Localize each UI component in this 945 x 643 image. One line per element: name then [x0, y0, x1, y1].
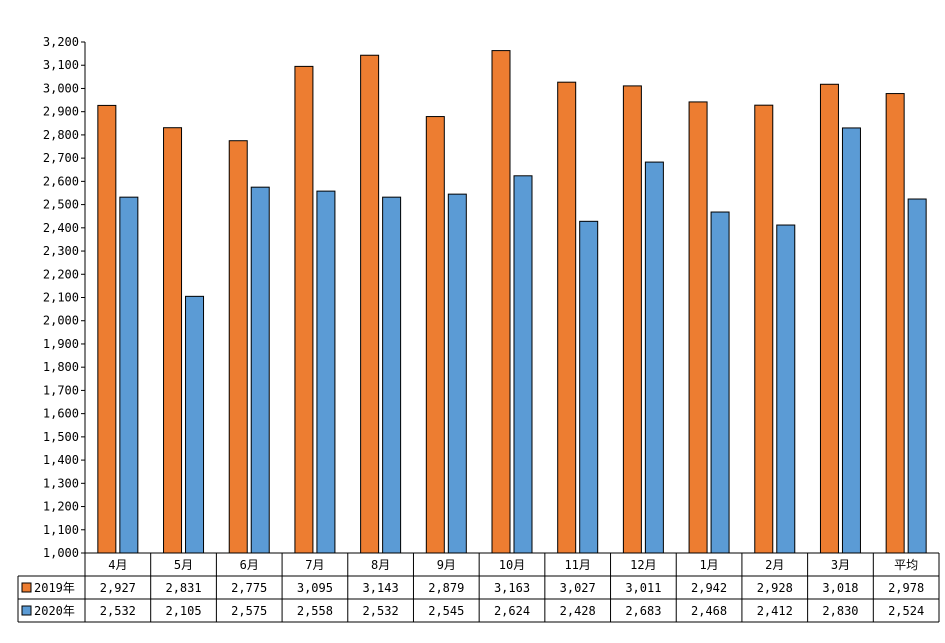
- x-tick-label: 平均: [894, 558, 918, 572]
- bar-series-1: [491, 50, 511, 554]
- bar-series-1: [294, 65, 314, 554]
- bar-series-2: [447, 193, 467, 554]
- y-tick-label: 2,900: [43, 105, 79, 119]
- data-label: 3,143: [363, 581, 399, 595]
- data-label: 2,775: [231, 581, 267, 595]
- y-tick-label: 1,500: [43, 430, 79, 444]
- bar-series-2: [644, 161, 664, 554]
- legend-key-icon: [21, 582, 32, 593]
- data-label: 2,928: [757, 581, 793, 595]
- bar-series-2: [185, 295, 205, 554]
- data-label: 3,163: [494, 581, 530, 595]
- y-tick-label: 2,100: [43, 291, 79, 305]
- y-axis: 1,000 1,100 1,200 1,300 1,400 1,500 1,600 1,700…: [43, 35, 86, 560]
- data-label: 2,830: [822, 604, 858, 618]
- x-tick-label: 10月: [499, 558, 525, 572]
- y-tick-label: 2,800: [43, 128, 79, 142]
- y-tick-label: 1,800: [43, 360, 79, 374]
- y-tick-label: 2,000: [43, 314, 79, 328]
- bar-series-1: [754, 104, 774, 554]
- bar-series-1: [425, 116, 445, 554]
- y-tick-label: 1,000: [43, 546, 79, 560]
- bar-series-2: [316, 190, 336, 554]
- data-label: 2,942: [691, 581, 727, 595]
- data-label: 2,978: [888, 581, 924, 595]
- data-label: 2,428: [560, 604, 596, 618]
- y-tick-label: 2,700: [43, 151, 79, 165]
- data-label: 2,879: [428, 581, 464, 595]
- y-tick-label: 2,400: [43, 221, 79, 235]
- data-label: 2,532: [100, 604, 136, 618]
- data-table: 4月 5月 6月 7月 8月 9月 10月 11月 12月 1月 2月 3月 平均 2019年 2,927 2…: [17, 552, 940, 623]
- bar-series-1: [885, 93, 905, 554]
- data-label: 2,412: [757, 604, 793, 618]
- data-label: 2,468: [691, 604, 727, 618]
- data-label: 2,532: [363, 604, 399, 618]
- data-label: 2,831: [165, 581, 201, 595]
- data-label: 2,927: [100, 581, 136, 595]
- bar-series-1: [557, 81, 577, 554]
- data-label: 3,027: [560, 581, 596, 595]
- x-tick-label: 11月: [564, 558, 590, 572]
- x-tick-label: 8月: [371, 558, 390, 572]
- bar-series-2: [250, 186, 270, 554]
- legend-label: 2020年: [34, 604, 75, 618]
- bar-series-2: [579, 220, 599, 554]
- x-tick-label: 12月: [630, 558, 656, 572]
- y-tick-label: 1,900: [43, 337, 79, 351]
- y-tick-label: 2,500: [43, 198, 79, 212]
- bar-series-1: [163, 127, 183, 554]
- x-tick-label: 5月: [174, 558, 193, 572]
- bars: [97, 50, 927, 554]
- data-label: 2,545: [428, 604, 464, 618]
- bar-series-1: [622, 85, 642, 554]
- x-tick-label: 2月: [765, 558, 784, 572]
- x-tick-label: 7月: [305, 558, 324, 572]
- data-label: 2,624: [494, 604, 530, 618]
- y-tick-label: 3,200: [43, 35, 79, 49]
- legend-key-icon: [21, 605, 32, 616]
- bar-series-1: [97, 104, 117, 554]
- y-tick-label: 1,600: [43, 407, 79, 421]
- y-tick-label: 1,400: [43, 453, 79, 467]
- y-tick-label: 1,100: [43, 523, 79, 537]
- data-label: 2,105: [165, 604, 201, 618]
- data-label: 3,018: [822, 581, 858, 595]
- bar-series-2: [119, 196, 139, 554]
- y-tick-label: 3,100: [43, 58, 79, 72]
- data-label: 3,095: [297, 581, 333, 595]
- data-label: 2,575: [231, 604, 267, 618]
- data-label: 3,011: [625, 581, 661, 595]
- bar-series-2: [907, 198, 927, 554]
- y-tick-label: 1,200: [43, 500, 79, 514]
- bar-series-2: [513, 175, 533, 554]
- x-tick-label: 3月: [831, 558, 850, 572]
- x-tick-label: 9月: [437, 558, 456, 572]
- data-label: 2,558: [297, 604, 333, 618]
- y-tick-label: 1,700: [43, 383, 79, 397]
- x-tick-label: 6月: [240, 558, 259, 572]
- bar-series-2: [776, 224, 796, 554]
- bar-series-1: [688, 101, 708, 554]
- data-label: 2,683: [625, 604, 661, 618]
- bar-series-1: [819, 83, 839, 554]
- y-tick-label: 2,600: [43, 174, 79, 188]
- bar-series-1: [360, 54, 380, 554]
- data-label: 2,524: [888, 604, 924, 618]
- x-tick-label: 4月: [108, 558, 127, 572]
- bar-series-2: [841, 127, 861, 554]
- y-tick-label: 3,000: [43, 81, 79, 95]
- legend-label: 2019年: [34, 581, 75, 595]
- y-tick-label: 2,200: [43, 267, 79, 281]
- bar-series-2: [710, 211, 730, 554]
- bar-series-2: [382, 196, 402, 554]
- y-tick-label: 2,300: [43, 244, 79, 258]
- y-tick-label: 1,300: [43, 476, 79, 490]
- x-tick-label: 1月: [699, 558, 718, 572]
- bar-series-1: [228, 140, 248, 554]
